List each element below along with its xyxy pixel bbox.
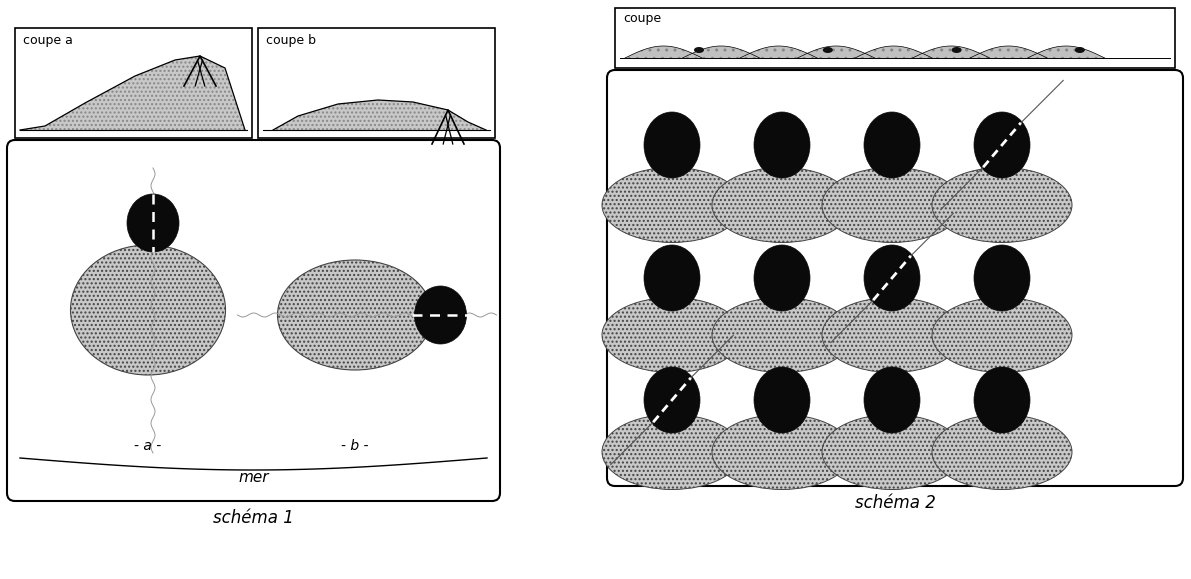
Polygon shape (855, 46, 933, 58)
Ellipse shape (601, 167, 742, 243)
Ellipse shape (863, 367, 919, 433)
Ellipse shape (952, 47, 961, 53)
Ellipse shape (754, 367, 810, 433)
Polygon shape (969, 46, 1047, 58)
Text: - a -: - a - (135, 439, 162, 453)
Ellipse shape (601, 298, 742, 372)
Ellipse shape (822, 298, 962, 372)
Ellipse shape (754, 112, 810, 178)
Ellipse shape (601, 415, 742, 489)
Polygon shape (625, 46, 703, 58)
Polygon shape (912, 46, 990, 58)
Ellipse shape (933, 298, 1072, 372)
Ellipse shape (278, 260, 432, 370)
Ellipse shape (414, 286, 467, 344)
Ellipse shape (644, 112, 700, 178)
Text: schéma 1: schéma 1 (213, 509, 294, 527)
Polygon shape (273, 100, 486, 130)
Ellipse shape (974, 112, 1030, 178)
FancyBboxPatch shape (607, 70, 1183, 486)
FancyBboxPatch shape (258, 28, 495, 138)
Ellipse shape (1074, 47, 1085, 53)
Text: coupe b: coupe b (266, 34, 316, 47)
Ellipse shape (863, 245, 919, 311)
Polygon shape (740, 46, 817, 58)
Text: - b -: - b - (342, 439, 369, 453)
Ellipse shape (822, 167, 962, 243)
Ellipse shape (644, 367, 700, 433)
Ellipse shape (70, 245, 225, 375)
Ellipse shape (974, 367, 1030, 433)
Text: mer: mer (238, 471, 269, 486)
Ellipse shape (712, 298, 852, 372)
Ellipse shape (974, 245, 1030, 311)
Ellipse shape (127, 194, 179, 252)
Ellipse shape (644, 245, 700, 311)
Ellipse shape (823, 47, 833, 53)
Text: coupe: coupe (623, 12, 661, 25)
FancyBboxPatch shape (615, 8, 1176, 68)
Ellipse shape (933, 167, 1072, 243)
Ellipse shape (754, 245, 810, 311)
Ellipse shape (933, 415, 1072, 489)
Text: coupe a: coupe a (23, 34, 73, 47)
Polygon shape (682, 46, 760, 58)
FancyBboxPatch shape (15, 28, 252, 138)
Ellipse shape (712, 167, 852, 243)
FancyBboxPatch shape (7, 140, 500, 501)
Polygon shape (798, 46, 874, 58)
Ellipse shape (694, 47, 704, 53)
Polygon shape (20, 56, 245, 130)
Text: schéma 2: schéma 2 (855, 494, 935, 512)
Polygon shape (1028, 46, 1105, 58)
Ellipse shape (863, 112, 919, 178)
Ellipse shape (712, 415, 852, 489)
Ellipse shape (822, 415, 962, 489)
